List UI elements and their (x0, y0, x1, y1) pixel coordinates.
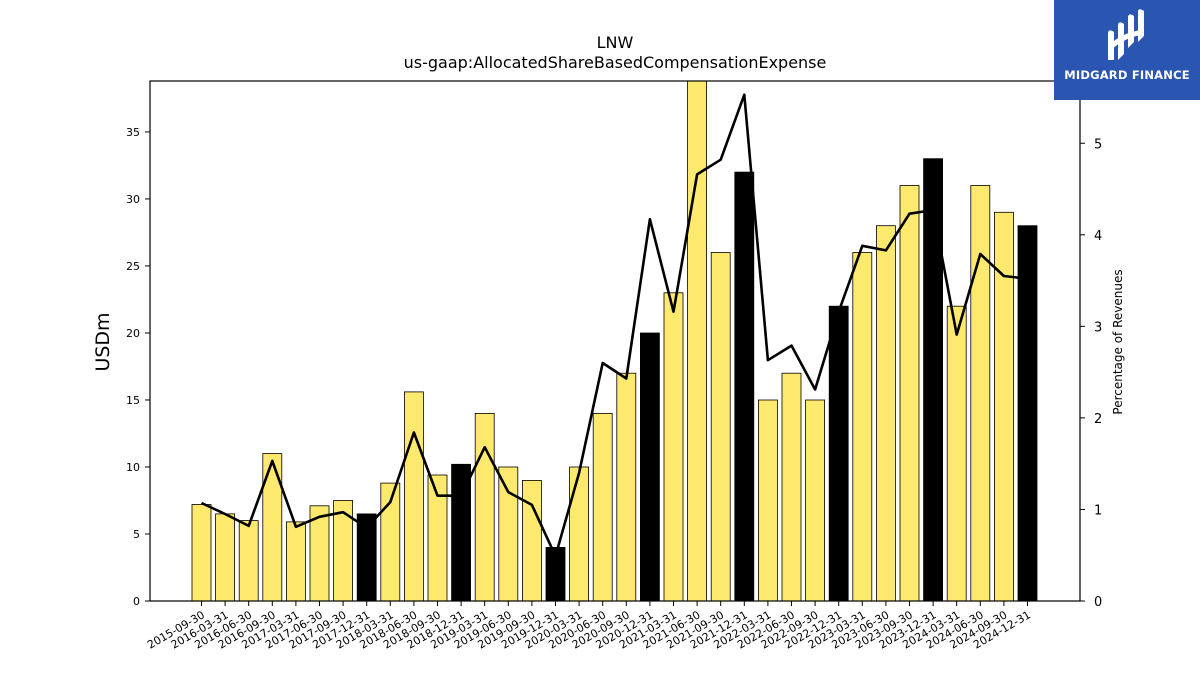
bar (828, 305, 849, 601)
bar (616, 372, 637, 601)
bar (946, 305, 967, 601)
y-tick-label: 15 (126, 394, 140, 407)
bar (403, 391, 424, 601)
bar (569, 466, 589, 601)
bar (805, 399, 825, 601)
bar (545, 547, 566, 601)
bar (970, 185, 991, 601)
y-tick-label: 30 (126, 193, 140, 206)
company-logo: MIDGARD FINANCE (1054, 0, 1200, 100)
y2-tick-label: 5 (1094, 137, 1102, 152)
bar (522, 479, 542, 601)
y-tick-label: 20 (126, 327, 140, 340)
bar (356, 513, 377, 601)
bar (498, 466, 519, 601)
bar (592, 412, 613, 601)
bar (191, 504, 212, 601)
midgard-logo-icon (1108, 9, 1144, 60)
y-tick-label: 0 (133, 595, 140, 608)
y-axis-label: USDm (92, 312, 114, 371)
bar (215, 513, 236, 601)
revenue-percentage-line (200, 93, 1028, 558)
logo-text: MIDGARD FINANCE (1064, 68, 1190, 82)
y2-axis-label: Percentage of Revenues (1111, 269, 1125, 414)
bar (734, 171, 755, 601)
chart-title: LNW (597, 33, 634, 52)
bar (640, 332, 660, 601)
y2-tick-label: 0 (1094, 595, 1102, 610)
bar (1017, 225, 1038, 601)
bar (380, 482, 401, 601)
bar (876, 225, 896, 601)
y-tick-label: 5 (133, 528, 140, 541)
y-tick-label: 35 (126, 126, 140, 139)
bar (427, 474, 448, 601)
y-tick-label: 10 (126, 461, 140, 474)
y2-tick-label: 1 (1094, 503, 1102, 518)
bar (899, 185, 920, 601)
bar (710, 252, 731, 601)
bar (285, 521, 306, 601)
chart-subtitle: us-gaap:AllocatedShareBasedCompensationE… (404, 53, 827, 72)
bar (474, 412, 495, 601)
plot-frame (149, 80, 1081, 602)
bar (852, 252, 873, 601)
y-tick-label: 25 (126, 260, 140, 273)
y2-tick-label: 4 (1094, 229, 1102, 244)
bar (663, 292, 684, 601)
bars-layer (191, 81, 1038, 601)
y2-tick-label: 3 (1094, 320, 1102, 335)
bar (781, 372, 802, 601)
y2-tick-label: 2 (1094, 412, 1102, 427)
bar (333, 500, 354, 601)
bar (238, 520, 259, 601)
bar (687, 81, 707, 601)
bar (994, 211, 1014, 601)
bar (262, 453, 283, 601)
line-layer (200, 93, 1028, 558)
bar (923, 158, 943, 601)
bar (758, 399, 778, 601)
